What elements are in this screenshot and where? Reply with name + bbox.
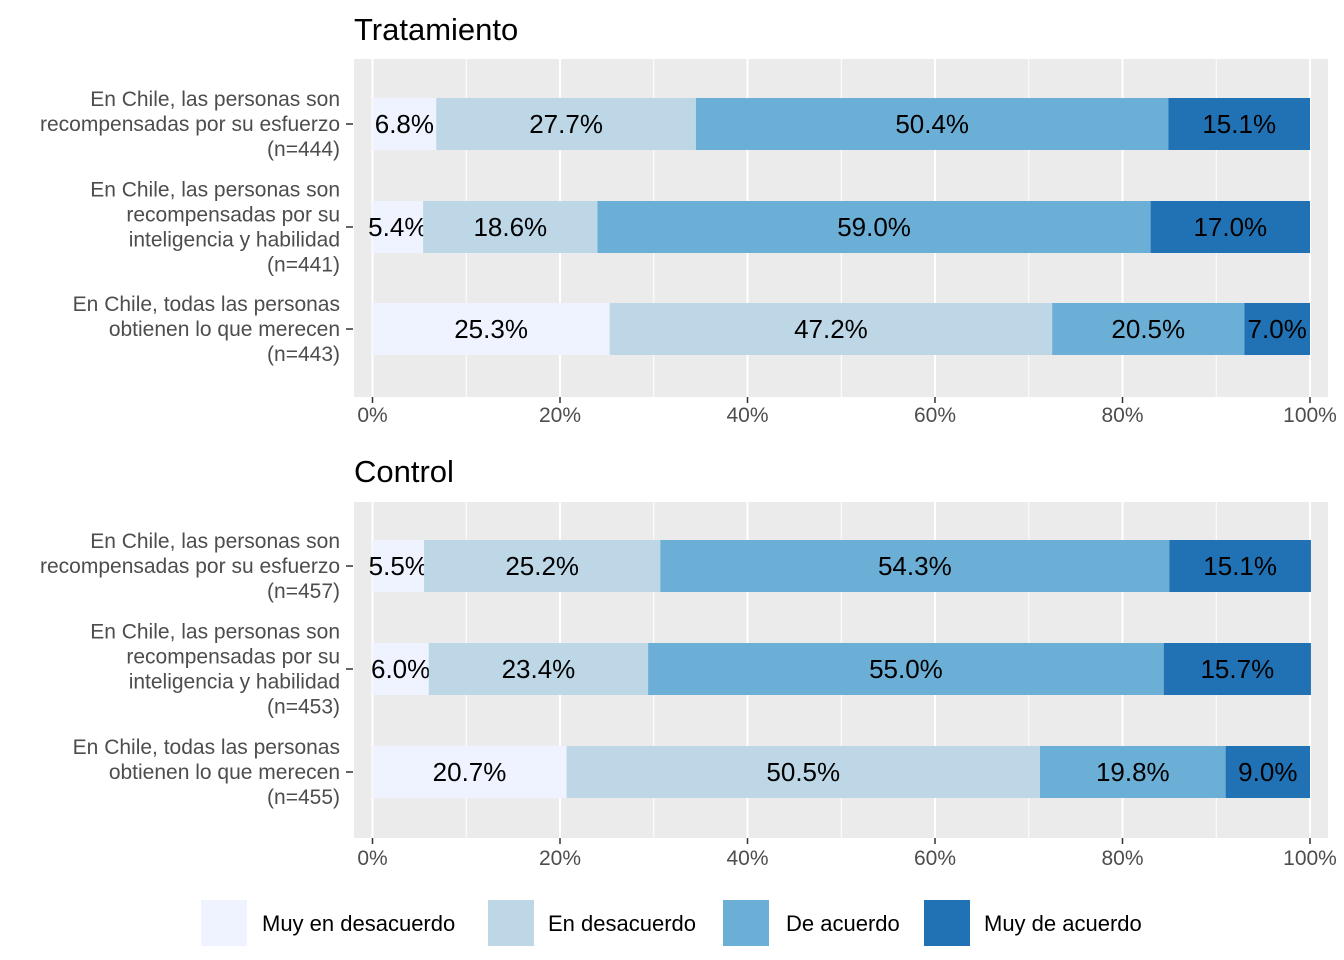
x-tick-label: 0% [357, 847, 387, 870]
bar-data-label: 50.5% [766, 757, 840, 787]
bar-segment-muy-en-desacuerdo [372, 643, 429, 695]
legend-key-en-desacuerdo [488, 900, 534, 946]
chart-title: Control [354, 454, 454, 489]
bar-data-label: 23.4% [502, 654, 576, 684]
category-label: inteligencia y habilidad [129, 671, 340, 694]
bar-data-label: 5.4% [368, 212, 427, 242]
x-tick-label: 40% [726, 404, 768, 427]
bar-segment-de-acuerdo [1040, 746, 1226, 798]
bar-data-label: 47.2% [794, 314, 868, 344]
category-label: inteligencia y habilidad [129, 229, 340, 252]
bar-segment-de-acuerdo [695, 98, 1169, 150]
chart-panel-control: Control 5.5% 25.2% 54.3% 15.1% En Chile, las … [40, 454, 1337, 870]
x-tick-label: 0% [357, 404, 387, 427]
bar-segment-muy-en-desacuerdo [372, 540, 425, 592]
legend: Muy en desacuerdo En desacuerdo De acuerdo… [201, 900, 1142, 946]
legend-key-muy-de-acuerdo [924, 900, 970, 946]
bar-segment-en-desacuerdo [423, 201, 598, 253]
category-label: En Chile, las personas son [90, 621, 340, 644]
category-label: recompensadas por su esfuerzo [40, 555, 340, 578]
category-label: (n=455) [267, 786, 340, 809]
bar-segment-muy-de-acuerdo [1150, 201, 1310, 253]
bar-segment-muy-de-acuerdo [1168, 98, 1310, 150]
bar-data-label: 59.0% [837, 212, 911, 242]
bar-data-label: 27.7% [529, 109, 603, 139]
bar-segment-muy-de-acuerdo [1225, 746, 1310, 798]
category-label: recompensadas por su [126, 204, 340, 227]
category-label: (n=443) [267, 343, 340, 366]
bar-data-label: 25.2% [505, 551, 579, 581]
bar-data-label: 20.5% [1111, 314, 1185, 344]
x-tick-label: 60% [914, 404, 956, 427]
x-tick-label: 40% [726, 847, 768, 870]
bar-data-label: 55.0% [869, 654, 943, 684]
category-label: (n=444) [267, 138, 340, 161]
bar-data-label: 15.1% [1202, 109, 1276, 139]
x-tick-label: 80% [1101, 404, 1143, 427]
bar-segment-en-desacuerdo [428, 643, 649, 695]
bar-data-label: 15.1% [1203, 551, 1277, 581]
legend-label: Muy de acuerdo [984, 911, 1142, 936]
x-tick-label: 60% [914, 847, 956, 870]
legend-label: Muy en desacuerdo [262, 911, 455, 936]
category-label: (n=457) [267, 580, 340, 603]
bar-segment-muy-de-acuerdo [1244, 303, 1310, 355]
x-tick-label: 80% [1101, 847, 1143, 870]
legend-key-muy-en-desacuerdo [201, 900, 247, 946]
bar-segment-muy-en-desacuerdo [372, 201, 424, 253]
bar-segment-en-desacuerdo [609, 303, 1053, 355]
category-label: recompensadas por su esfuerzo [40, 113, 340, 136]
bar-segment-muy-de-acuerdo [1169, 540, 1311, 592]
bar-data-label: 5.5% [369, 551, 428, 581]
legend-key-de-acuerdo [723, 900, 769, 946]
chart-panel-tratamiento: Tratamiento 6.8% 27.7% 50.4% 15.1% En Chile, … [40, 12, 1337, 427]
chart-title: Tratamiento [354, 12, 518, 47]
x-tick-label: 20% [539, 847, 581, 870]
bar-segment-de-acuerdo [597, 201, 1151, 253]
bar-segment-en-desacuerdo [424, 540, 661, 592]
bar-data-label: 17.0% [1193, 212, 1267, 242]
bar-data-label: 50.4% [895, 109, 969, 139]
bar-segment-en-desacuerdo [436, 98, 696, 150]
bar-data-label: 25.3% [454, 314, 528, 344]
category-label: En Chile, las personas son [90, 179, 340, 202]
bar-segment-de-acuerdo [660, 540, 1170, 592]
bar-data-label: 19.8% [1096, 757, 1170, 787]
bar-segment-de-acuerdo [648, 643, 1164, 695]
bar-segment-en-desacuerdo [566, 746, 1040, 798]
x-tick-label: 20% [539, 404, 581, 427]
bar-segment-muy-en-desacuerdo [372, 98, 437, 150]
bar-data-label: 6.8% [375, 109, 434, 139]
bar-data-label: 15.7% [1200, 654, 1274, 684]
bar-data-label: 18.6% [473, 212, 547, 242]
legend-label: De acuerdo [786, 911, 900, 936]
bar-data-label: 20.7% [433, 757, 507, 787]
bar-data-label: 7.0% [1248, 314, 1307, 344]
bar-segment-de-acuerdo [1052, 303, 1245, 355]
bar-segment-muy-en-desacuerdo [372, 746, 567, 798]
bar-data-label: 6.0% [371, 654, 430, 684]
bar-data-label: 54.3% [878, 551, 952, 581]
legend-label: En desacuerdo [548, 911, 696, 936]
bar-data-label: 9.0% [1238, 757, 1297, 787]
bar-segment-muy-en-desacuerdo [372, 303, 610, 355]
category-label: En Chile, las personas son [90, 88, 340, 111]
category-label: obtienen lo que merecen [109, 318, 340, 341]
bar-segment-muy-de-acuerdo [1163, 643, 1311, 695]
x-tick-label: 100% [1283, 847, 1337, 870]
x-tick-label: 100% [1283, 404, 1337, 427]
category-label: En Chile, todas las personas [73, 293, 340, 316]
category-label: (n=453) [267, 696, 340, 719]
category-label: recompensadas por su [126, 646, 340, 669]
category-label: (n=441) [267, 254, 340, 277]
category-label: obtienen lo que merecen [109, 761, 340, 784]
category-label: En Chile, todas las personas [73, 736, 340, 759]
category-label: En Chile, las personas son [90, 530, 340, 553]
